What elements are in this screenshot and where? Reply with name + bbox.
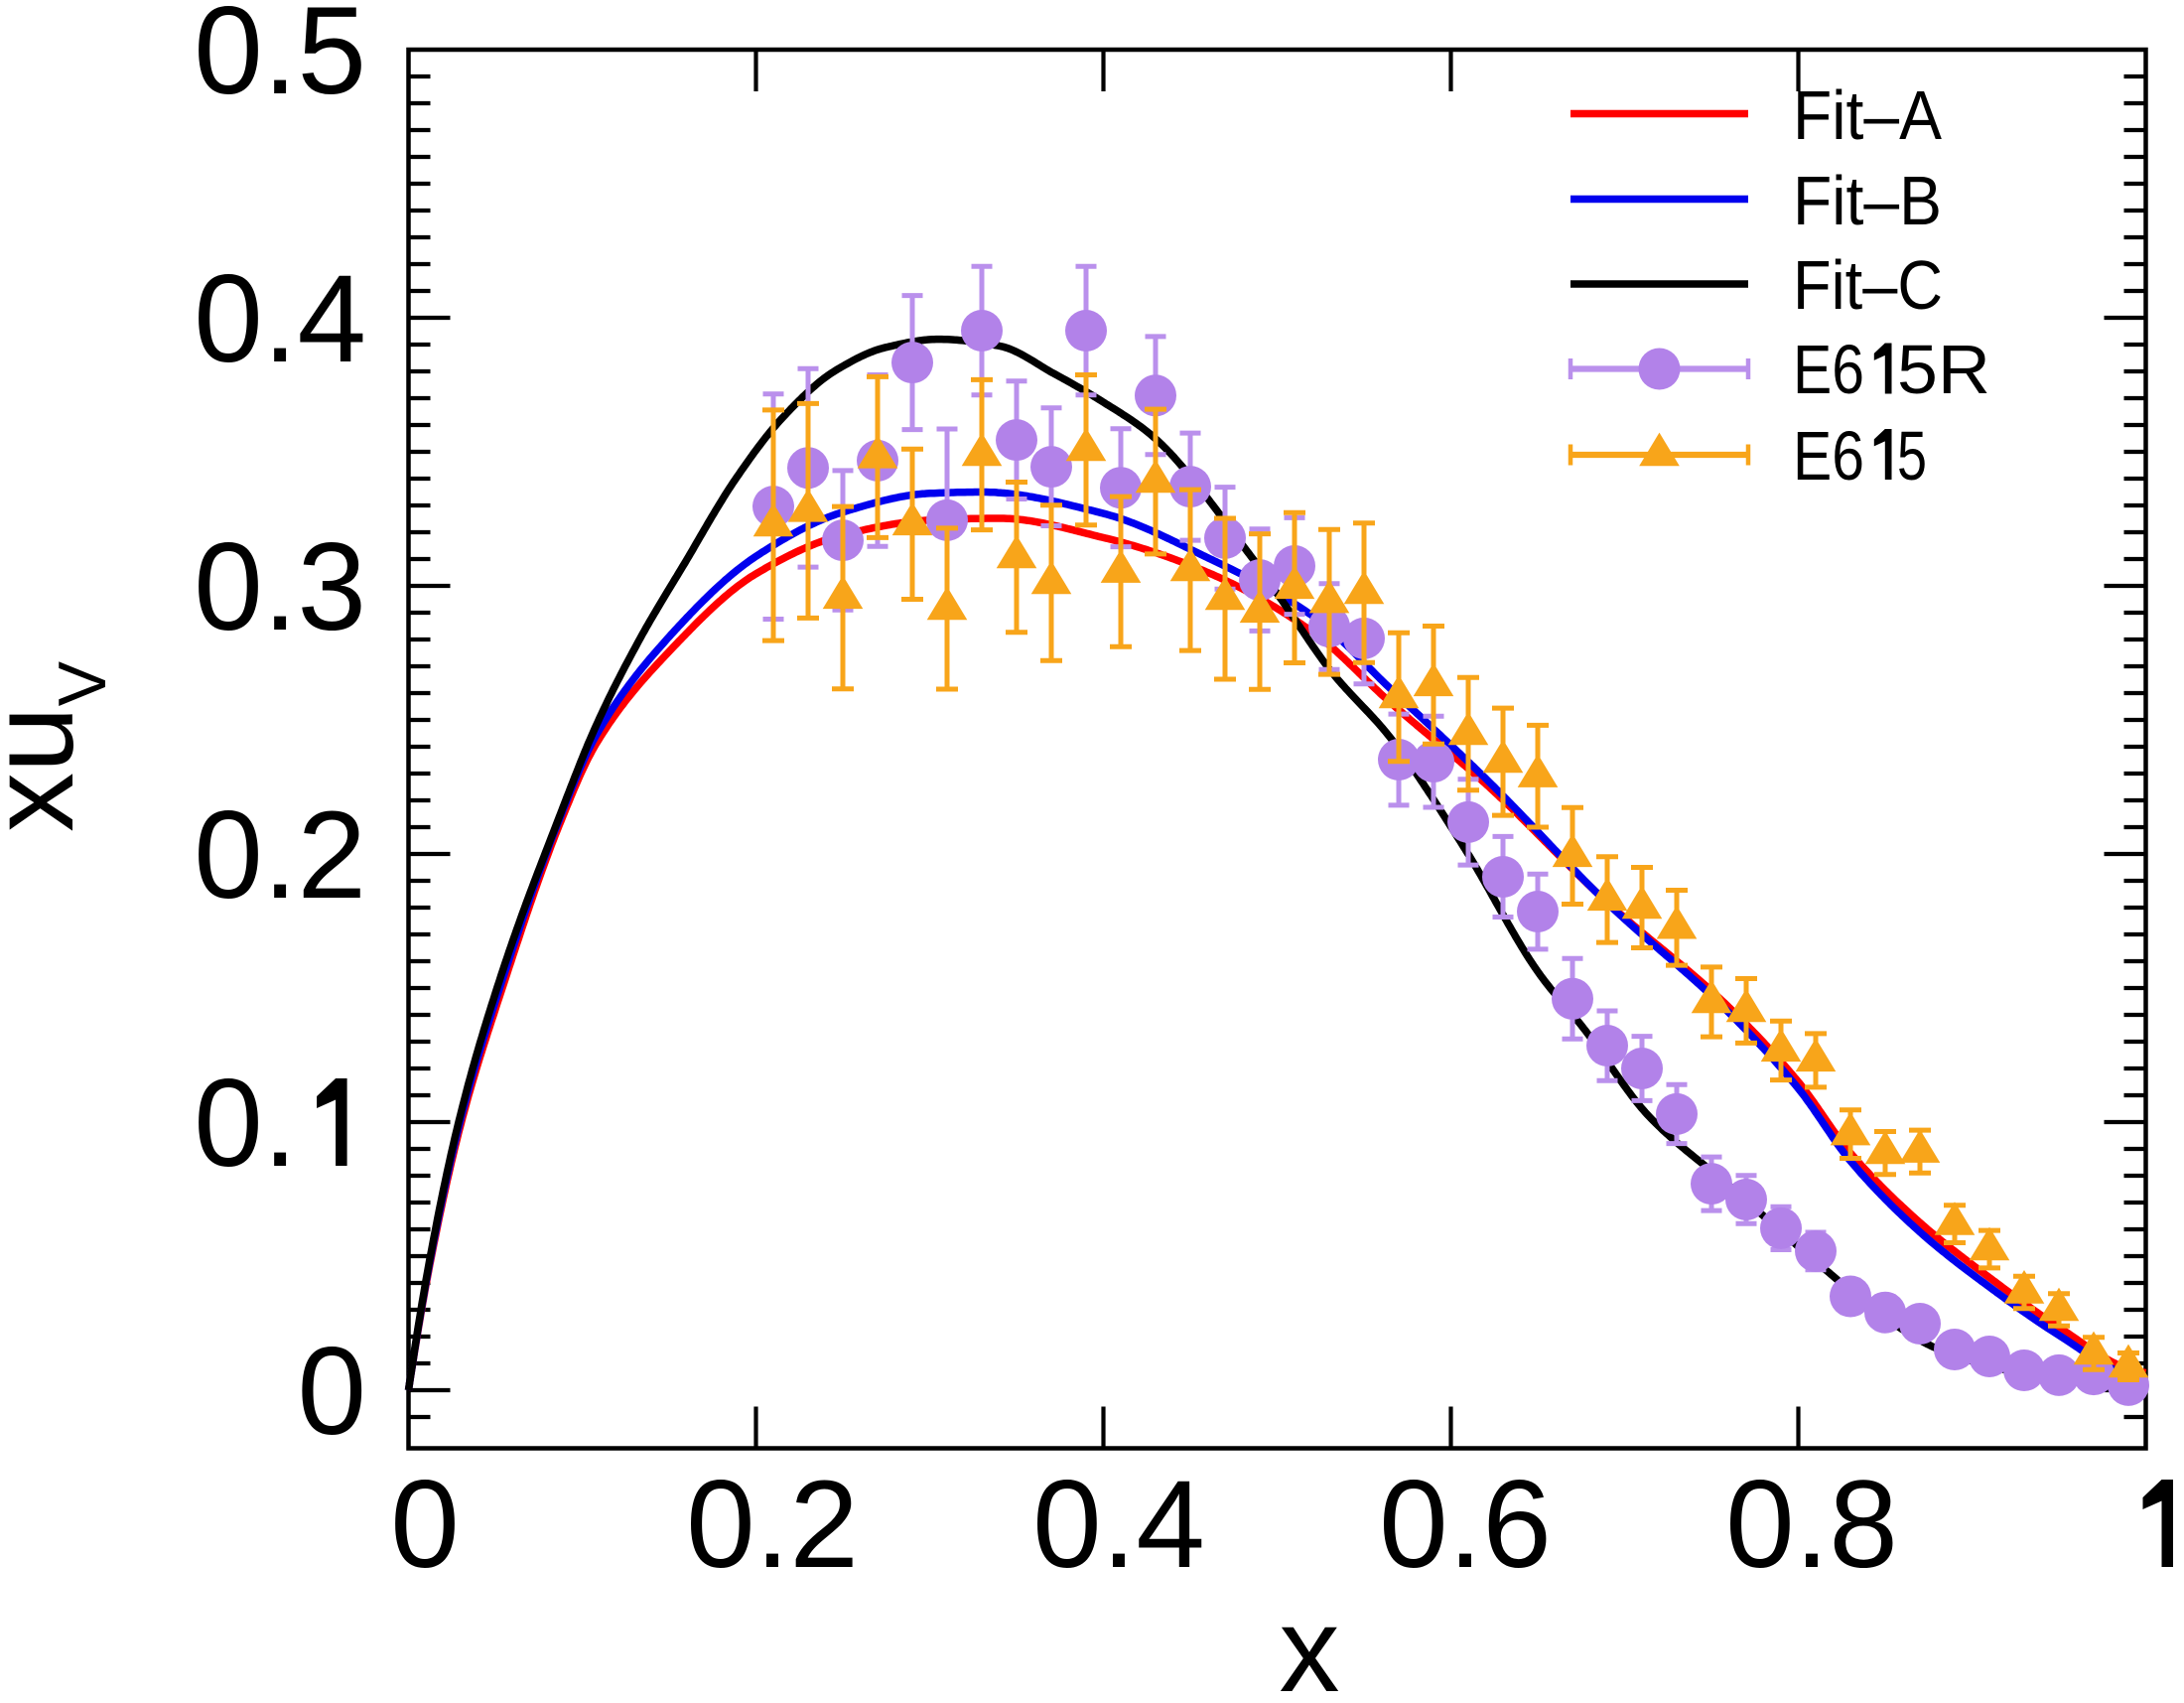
svg-text:0: 0 [390, 1456, 460, 1594]
svg-text:E6: E6 [1793, 417, 1864, 495]
svg-text:Fit–C: Fit–C [1793, 246, 1943, 324]
svg-text:0.5: 0.5 [194, 0, 366, 120]
svg-text:0.: 0. [194, 1055, 297, 1193]
svg-text:0.2: 0.2 [686, 1456, 859, 1594]
svg-text:0.4: 0.4 [1032, 1456, 1205, 1594]
svg-text:0.6: 0.6 [1379, 1456, 1552, 1594]
svg-text:0.2: 0.2 [194, 786, 366, 924]
svg-text:5: 5 [1897, 417, 1927, 495]
svg-text:Fit–B: Fit–B [1793, 162, 1942, 239]
svg-text:Fit–A: Fit–A [1793, 76, 1942, 154]
svg-text:5R: 5R [1897, 331, 1990, 408]
svg-text:0.3: 0.3 [194, 518, 366, 656]
svg-text:0.4: 0.4 [194, 250, 366, 388]
svg-text:0: 0 [297, 1323, 366, 1461]
svg-text:0.8: 0.8 [1725, 1456, 1898, 1594]
svg-text:x: x [1280, 1582, 1340, 1698]
svg-text:E6: E6 [1793, 331, 1864, 408]
